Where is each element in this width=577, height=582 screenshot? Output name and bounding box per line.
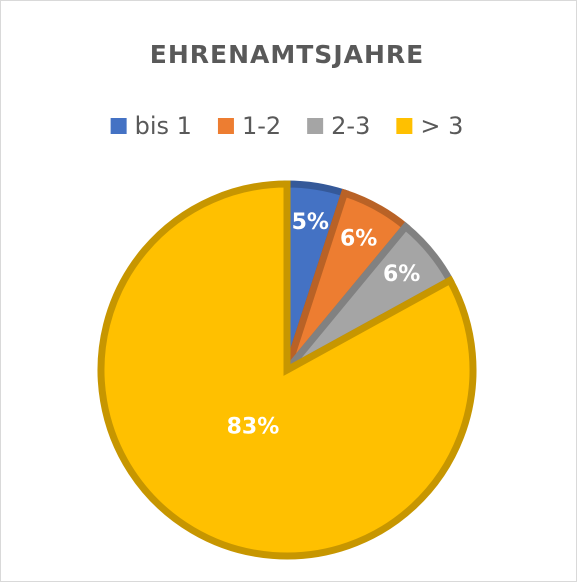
legend-label: 1-2: [242, 112, 281, 140]
legend-label: bis 1: [135, 112, 192, 140]
data-label: 6%: [383, 262, 420, 287]
data-label: 83%: [227, 415, 280, 440]
data-label: 5%: [292, 210, 329, 235]
legend-swatch: [307, 118, 324, 134]
legend-swatch: [217, 118, 234, 134]
legend-label: 2-3: [331, 112, 370, 140]
legend-swatch: [110, 118, 127, 134]
pie-slice: [97, 180, 477, 560]
legend: bis 1 1-2 2-3 > 3: [110, 112, 463, 140]
chart-title: EHRENAMTSJAHRE: [150, 40, 424, 69]
legend-label: > 3: [420, 112, 463, 140]
data-label: 6%: [340, 227, 377, 252]
legend-swatch: [396, 118, 413, 134]
